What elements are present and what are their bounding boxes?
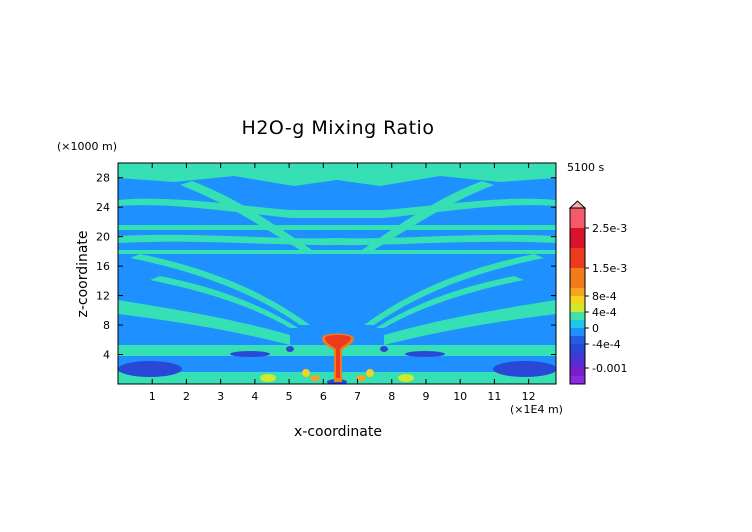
colorbar-swatch	[570, 320, 585, 328]
x-tick-label: 12	[522, 390, 536, 403]
colorbar-swatch	[570, 352, 585, 360]
colorbar	[568, 200, 587, 385]
colorbar-swatch	[570, 288, 585, 296]
x-tick-label: 2	[183, 390, 190, 403]
colorbar-tick-label: 4e-4	[592, 306, 617, 319]
x-tick-label: 3	[217, 390, 224, 403]
colorbar-swatch	[570, 336, 585, 344]
chart-title: H2O-g Mixing Ratio	[242, 117, 435, 139]
colorbar-tick-label: -4e-4	[592, 338, 621, 351]
x-axis: 1 2 3 4 5 6 7 8 9 10 11 12	[149, 163, 536, 403]
y-tick-label: 20	[96, 231, 110, 244]
colorbar-swatch	[570, 344, 585, 352]
time-label: 5100 s	[567, 161, 604, 174]
colorbar-swatch	[570, 304, 585, 312]
colorbar-tick-label: 1.5e-3	[592, 262, 627, 275]
colorbar-swatch	[570, 368, 585, 376]
x-tick-label: 5	[286, 390, 293, 403]
y-axis-label: z-coordinate	[75, 230, 91, 317]
y-tick-label: 8	[103, 319, 110, 332]
colorbar-overflow-arrow	[568, 200, 587, 209]
x-tick-label: 11	[487, 390, 501, 403]
y-tick-label: 24	[96, 201, 110, 214]
y-tick-label: 12	[96, 290, 110, 303]
colorbar-labels: 2.5e-3 1.5e-3 8e-4 4e-4 0 -4e-4 -0.001	[585, 222, 627, 375]
colorbar-swatch	[570, 328, 585, 336]
colorbar-swatch	[570, 208, 585, 228]
x-tick-label: 10	[453, 390, 467, 403]
y-unit-label: (×1000 m)	[57, 140, 117, 153]
colorbar-swatch	[570, 228, 585, 248]
x-tick-label: 8	[388, 390, 395, 403]
x-tick-label: 4	[251, 390, 258, 403]
central-plume	[260, 333, 414, 382]
colorbar-tick-label: -0.001	[592, 362, 627, 375]
x-unit-label: (×1E4 m)	[510, 403, 563, 416]
x-tick-label: 7	[354, 390, 361, 403]
negative-cells	[118, 346, 556, 384]
colorbar-swatch	[570, 268, 585, 288]
colorbar-swatch	[570, 376, 585, 384]
colorbar-swatch	[570, 296, 585, 304]
colorbar-tick-label: 0	[592, 322, 599, 335]
heatmap-field	[118, 163, 556, 384]
y-tick-label: 4	[103, 349, 110, 362]
colorbar-swatch	[570, 248, 585, 268]
y-tick-label: 16	[96, 260, 110, 273]
x-tick-label: 9	[422, 390, 429, 403]
colorbar-swatch	[570, 360, 585, 368]
colorbar-swatch	[570, 312, 585, 320]
plot-frame	[117, 162, 557, 385]
colorbar-tick-label: 8e-4	[592, 290, 617, 303]
y-tick-label: 28	[96, 172, 110, 185]
x-axis-label: x-coordinate	[294, 424, 382, 440]
y-axis: 4 8 12 16 20 24 28	[96, 172, 556, 362]
x-tick-label: 6	[320, 390, 327, 403]
x-tick-label: 1	[149, 390, 156, 403]
colorbar-tick-label: 2.5e-3	[592, 222, 627, 235]
